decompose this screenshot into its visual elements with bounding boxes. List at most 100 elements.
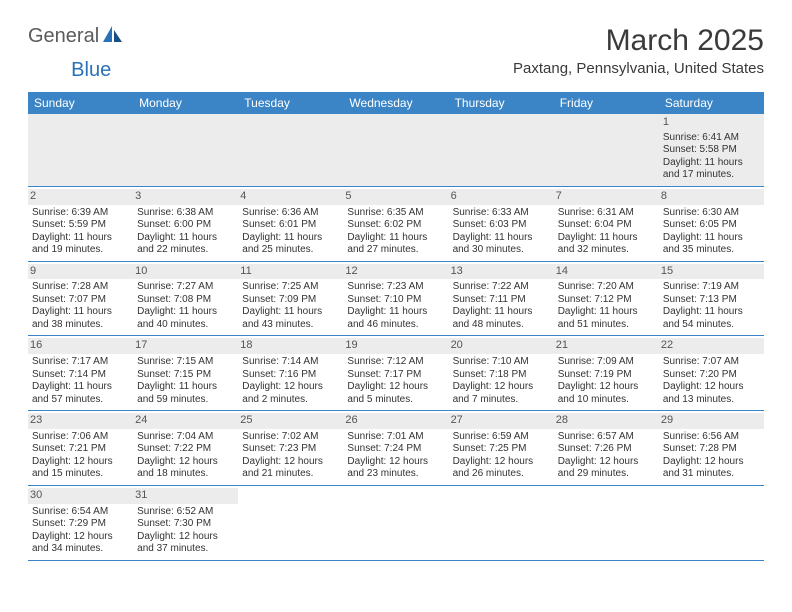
daylight-text: Daylight: 12 hours <box>558 381 655 394</box>
sunset-text: Sunset: 7:18 PM <box>453 369 550 382</box>
sunset-text: Sunset: 7:20 PM <box>663 369 760 382</box>
day-number: 24 <box>133 413 238 429</box>
daylight-text: and 15 minutes. <box>32 468 129 481</box>
day-cell: 6Sunrise: 6:33 AMSunset: 6:03 PMDaylight… <box>449 187 554 261</box>
sunrise-text: Sunrise: 7:23 AM <box>347 281 444 294</box>
day-cell: 14Sunrise: 7:20 AMSunset: 7:12 PMDayligh… <box>554 262 659 336</box>
day-cell <box>238 114 343 186</box>
sunrise-text: Sunrise: 6:54 AM <box>32 506 129 519</box>
daylight-text: Daylight: 12 hours <box>347 456 444 469</box>
sunrise-text: Sunrise: 6:31 AM <box>558 207 655 220</box>
daylight-text: and 31 minutes. <box>663 468 760 481</box>
title-block: March 2025 Paxtang, Pennsylvania, United… <box>513 24 764 77</box>
sunrise-text: Sunrise: 6:59 AM <box>453 431 550 444</box>
day-number: 10 <box>133 264 238 280</box>
daylight-text: Daylight: 11 hours <box>663 232 760 245</box>
day-number: 26 <box>343 413 448 429</box>
sunset-text: Sunset: 7:12 PM <box>558 294 655 307</box>
day-number: 13 <box>449 264 554 280</box>
daylight-text: and 37 minutes. <box>137 543 234 556</box>
day-number: 17 <box>133 338 238 354</box>
day-number: 18 <box>238 338 343 354</box>
day-number: 22 <box>659 338 764 354</box>
day-cell: 18Sunrise: 7:14 AMSunset: 7:16 PMDayligh… <box>238 336 343 410</box>
week-row: 9Sunrise: 7:28 AMSunset: 7:07 PMDaylight… <box>28 262 764 337</box>
day-cell: 9Sunrise: 7:28 AMSunset: 7:07 PMDaylight… <box>28 262 133 336</box>
daylight-text: and 22 minutes. <box>137 244 234 257</box>
day-cell: 16Sunrise: 7:17 AMSunset: 7:14 PMDayligh… <box>28 336 133 410</box>
daylight-text: Daylight: 11 hours <box>137 381 234 394</box>
day-cell: 1Sunrise: 6:41 AMSunset: 5:58 PMDaylight… <box>659 114 764 186</box>
daylight-text: Daylight: 11 hours <box>558 232 655 245</box>
logo-text-general: General <box>28 25 99 48</box>
dayhead-sat: Saturday <box>659 92 764 114</box>
daylight-text: and 34 minutes. <box>32 543 129 556</box>
day-cell: 19Sunrise: 7:12 AMSunset: 7:17 PMDayligh… <box>343 336 448 410</box>
daylight-text: and 13 minutes. <box>663 394 760 407</box>
daylight-text: Daylight: 11 hours <box>453 232 550 245</box>
day-header-row: Sunday Monday Tuesday Wednesday Thursday… <box>28 92 764 114</box>
day-number: 8 <box>659 189 764 205</box>
sunset-text: Sunset: 6:04 PM <box>558 219 655 232</box>
sunrise-text: Sunrise: 7:25 AM <box>242 281 339 294</box>
daylight-text: Daylight: 12 hours <box>137 531 234 544</box>
day-cell: 4Sunrise: 6:36 AMSunset: 6:01 PMDaylight… <box>238 187 343 261</box>
month-title: March 2025 <box>513 24 764 58</box>
day-number: 3 <box>133 189 238 205</box>
daylight-text: and 54 minutes. <box>663 319 760 332</box>
sunrise-text: Sunrise: 6:41 AM <box>663 132 760 145</box>
day-cell <box>238 486 343 560</box>
day-cell: 20Sunrise: 7:10 AMSunset: 7:18 PMDayligh… <box>449 336 554 410</box>
sunset-text: Sunset: 6:05 PM <box>663 219 760 232</box>
day-cell: 12Sunrise: 7:23 AMSunset: 7:10 PMDayligh… <box>343 262 448 336</box>
daylight-text: and 43 minutes. <box>242 319 339 332</box>
daylight-text: and 46 minutes. <box>347 319 444 332</box>
calendar-grid: Sunday Monday Tuesday Wednesday Thursday… <box>28 92 764 561</box>
day-cell <box>343 114 448 186</box>
daylight-text: Daylight: 12 hours <box>663 456 760 469</box>
sunrise-text: Sunrise: 7:27 AM <box>137 281 234 294</box>
sunset-text: Sunset: 7:13 PM <box>663 294 760 307</box>
sunset-text: Sunset: 7:21 PM <box>32 443 129 456</box>
day-cell: 30Sunrise: 6:54 AMSunset: 7:29 PMDayligh… <box>28 486 133 560</box>
logo: General <box>28 24 127 49</box>
day-cell: 7Sunrise: 6:31 AMSunset: 6:04 PMDaylight… <box>554 187 659 261</box>
daylight-text: and 35 minutes. <box>663 244 760 257</box>
daylight-text: and 38 minutes. <box>32 319 129 332</box>
day-cell <box>554 114 659 186</box>
daylight-text: and 19 minutes. <box>32 244 129 257</box>
week-row: 23Sunrise: 7:06 AMSunset: 7:21 PMDayligh… <box>28 411 764 486</box>
sunrise-text: Sunrise: 7:28 AM <box>32 281 129 294</box>
sunset-text: Sunset: 7:26 PM <box>558 443 655 456</box>
day-number: 30 <box>28 488 133 504</box>
daylight-text: Daylight: 11 hours <box>347 306 444 319</box>
day-number: 14 <box>554 264 659 280</box>
week-row: 30Sunrise: 6:54 AMSunset: 7:29 PMDayligh… <box>28 486 764 561</box>
day-number: 20 <box>449 338 554 354</box>
day-number: 4 <box>238 189 343 205</box>
sunrise-text: Sunrise: 6:38 AM <box>137 207 234 220</box>
daylight-text: Daylight: 12 hours <box>32 456 129 469</box>
daylight-text: and 30 minutes. <box>453 244 550 257</box>
day-cell: 5Sunrise: 6:35 AMSunset: 6:02 PMDaylight… <box>343 187 448 261</box>
day-number: 16 <box>28 338 133 354</box>
dayhead-sun: Sunday <box>28 92 133 114</box>
day-cell <box>28 114 133 186</box>
sunset-text: Sunset: 7:15 PM <box>137 369 234 382</box>
daylight-text: Daylight: 11 hours <box>137 306 234 319</box>
week-row: 1Sunrise: 6:41 AMSunset: 5:58 PMDaylight… <box>28 114 764 187</box>
sunrise-text: Sunrise: 6:30 AM <box>663 207 760 220</box>
sunrise-text: Sunrise: 7:10 AM <box>453 356 550 369</box>
sunset-text: Sunset: 7:08 PM <box>137 294 234 307</box>
sunrise-text: Sunrise: 7:07 AM <box>663 356 760 369</box>
sunrise-text: Sunrise: 7:15 AM <box>137 356 234 369</box>
day-cell: 31Sunrise: 6:52 AMSunset: 7:30 PMDayligh… <box>133 486 238 560</box>
sunset-text: Sunset: 6:02 PM <box>347 219 444 232</box>
daylight-text: and 10 minutes. <box>558 394 655 407</box>
day-cell <box>449 114 554 186</box>
sunset-text: Sunset: 7:07 PM <box>32 294 129 307</box>
day-number: 29 <box>659 413 764 429</box>
dayhead-thu: Thursday <box>449 92 554 114</box>
day-cell <box>449 486 554 560</box>
sunrise-text: Sunrise: 7:12 AM <box>347 356 444 369</box>
